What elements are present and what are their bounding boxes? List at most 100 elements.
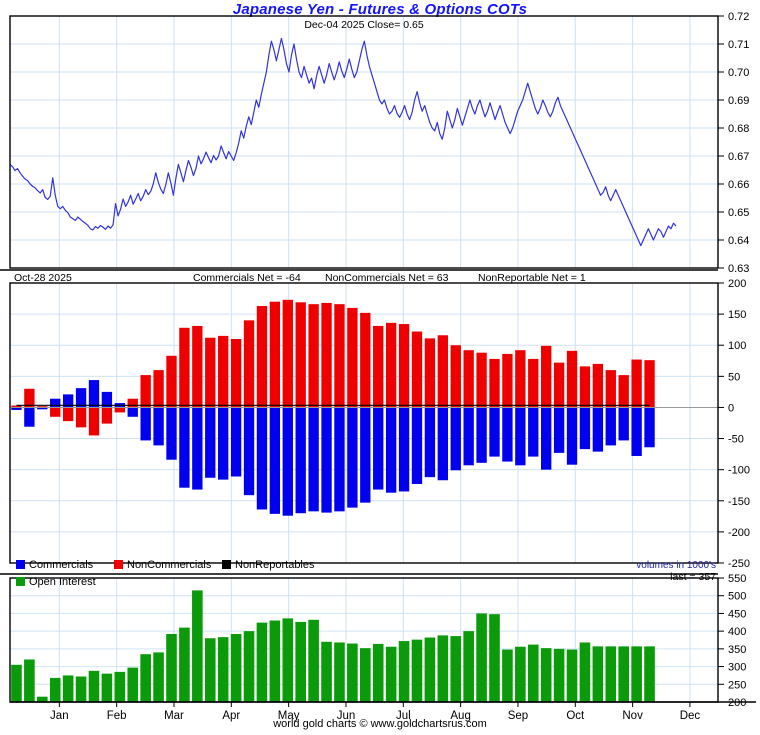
open-interest-bar (347, 643, 358, 702)
cot-noncommercials-text: NonCommercials Net = 63 (325, 272, 449, 284)
price-ytick-0.69: 0.69 (728, 95, 749, 107)
noncommercials-bar (205, 337, 216, 408)
noncommercials-bar (398, 324, 410, 408)
noncommercials-bar (192, 325, 203, 408)
open-interest-bar (75, 676, 87, 702)
commercials-bar (192, 407, 203, 490)
noncommercials-bar (127, 398, 138, 408)
open-interest-bar (631, 646, 642, 702)
noncommercials-bar (50, 407, 61, 417)
commercials-bar (360, 407, 371, 503)
xtick-apr: Apr (222, 710, 240, 722)
open-interest-bar (618, 646, 629, 702)
noncommercials-bar (24, 388, 35, 408)
open-interest-bar (398, 641, 410, 702)
commercials-bar (256, 407, 268, 510)
cot-ytick--200: -200 (728, 527, 750, 539)
commercials-bar (308, 407, 319, 512)
noncommercials-bar (450, 345, 461, 408)
open-interest-bar (11, 664, 22, 702)
commercials-bar (515, 407, 526, 466)
open-interest-bar (644, 646, 655, 702)
oi-ytick-250: 250 (728, 679, 746, 691)
oi-ytick-350: 350 (728, 644, 746, 656)
xtick-oct: Oct (566, 710, 585, 722)
open-interest-bar (321, 641, 332, 702)
open-interest-bar (605, 646, 617, 702)
open-interest-bar (204, 638, 216, 702)
commercials-bar (592, 407, 604, 452)
price-ytick-0.66: 0.66 (728, 179, 749, 191)
commercials-bar (269, 407, 281, 514)
commercials-bar (631, 407, 642, 456)
noncommercials-bar (321, 302, 332, 408)
noncommercials-bar (140, 375, 151, 408)
open-interest-bar (153, 652, 164, 702)
xtick-may: May (278, 710, 300, 722)
noncommercials-bar (218, 335, 229, 408)
cot-ytick--150: -150 (728, 496, 750, 508)
noncommercials-bar (308, 304, 319, 408)
open-interest-bar (243, 631, 255, 702)
open-interest-bar (24, 659, 35, 702)
commercials-bar (88, 380, 100, 408)
commercials-bar (75, 388, 87, 408)
oi-ytick-300: 300 (728, 662, 746, 674)
commercials-bar (295, 407, 306, 514)
cot-ytick-50: 50 (728, 371, 740, 383)
price-ytick-0.71: 0.71 (728, 39, 749, 51)
commercials-bar (140, 407, 151, 441)
commercials-bar (321, 407, 332, 513)
open-interest-bar (385, 646, 397, 702)
xtick-jan: Jan (50, 710, 69, 722)
commercials-bar (282, 407, 293, 516)
noncommercials-bar (75, 407, 87, 428)
noncommercials-bar (528, 358, 539, 408)
price-ytick-0.65: 0.65 (728, 207, 749, 219)
cot-ytick--50: -50 (728, 434, 744, 446)
commercials-bar (347, 407, 358, 508)
xtick-jun: Jun (337, 710, 356, 722)
commercials-bar (618, 407, 629, 441)
commercials-bar (127, 407, 138, 417)
commercials-bar (101, 391, 113, 408)
cot-ytick--100: -100 (728, 465, 750, 477)
noncommercials-bar (579, 366, 591, 408)
legend-label-noncommercials: NonCommercials (127, 559, 212, 571)
price-ytick-0.64: 0.64 (728, 235, 749, 247)
noncommercials-bar (411, 331, 423, 408)
xtick-mar: Mar (164, 710, 184, 722)
xtick-nov: Nov (622, 710, 643, 722)
open-interest-bar (269, 620, 281, 702)
noncommercials-bar (605, 370, 616, 408)
cot-ytick-0: 0 (728, 402, 734, 414)
commercials-bar (411, 407, 423, 484)
axis-layer (0, 15, 756, 707)
open-interest-bar (476, 613, 487, 702)
commercials-bar (528, 407, 539, 457)
price-ytick-0.70: 0.70 (728, 67, 749, 79)
legend-swatch-commercials (16, 560, 25, 569)
open-interest-bar (140, 654, 151, 702)
noncommercials-bar (489, 358, 500, 408)
commercials-bar (243, 407, 255, 496)
xtick-jul: Jul (396, 710, 411, 722)
open-interest-bar (256, 622, 268, 702)
open-interest-bar (127, 667, 139, 702)
open-interest-bar (295, 621, 306, 702)
commercials-bar (437, 407, 448, 481)
page-title: Japanese Yen - Futures & Options COTs (232, 1, 528, 18)
legend-label-commercials: Commercials (29, 559, 94, 571)
open-interest-bar (62, 675, 74, 702)
legend-swatch-noncommercials (114, 560, 123, 569)
legend-label-nonreportables: NonReportables (235, 559, 315, 571)
open-interest-bar (566, 649, 578, 702)
noncommercials-bar (230, 339, 242, 408)
noncommercials-bar (88, 407, 100, 436)
open-interest-bar (217, 637, 229, 702)
noncommercials-bar (644, 360, 655, 408)
commercials-bar (644, 407, 655, 448)
price-line (9, 37, 677, 247)
noncommercials-bar (631, 359, 642, 408)
